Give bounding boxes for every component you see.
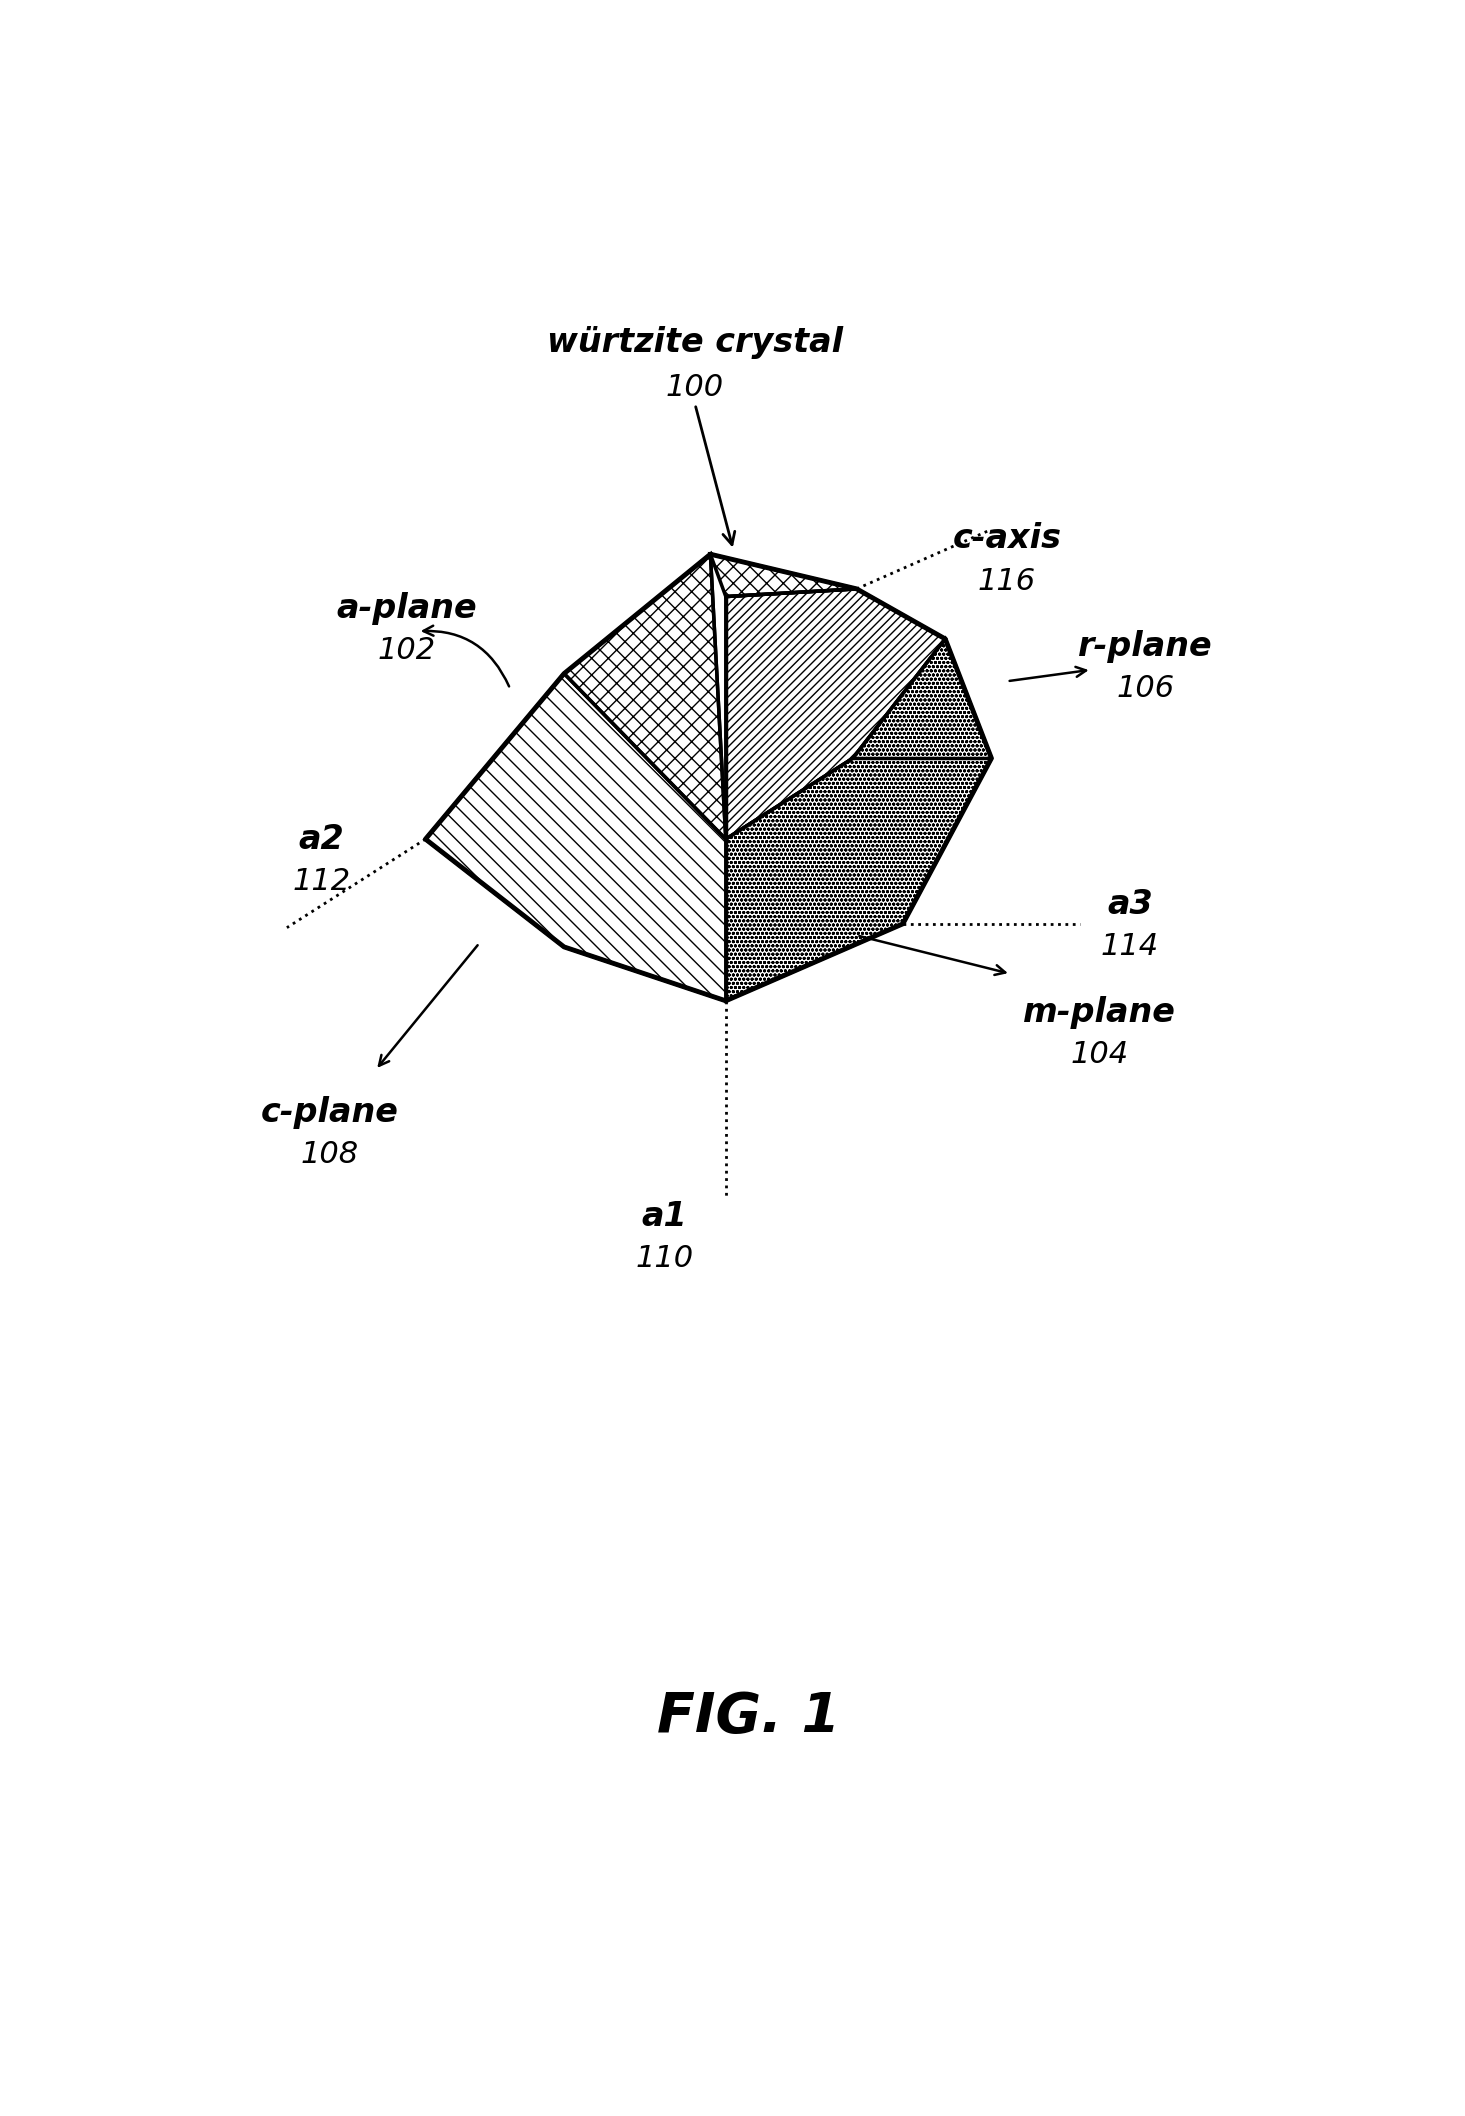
- Text: a1: a1: [642, 1200, 687, 1234]
- Text: 108: 108: [300, 1141, 359, 1170]
- Text: 116: 116: [977, 567, 1036, 597]
- Polygon shape: [425, 673, 725, 1001]
- Text: a2: a2: [299, 823, 344, 855]
- Text: FIG. 1: FIG. 1: [658, 1691, 841, 1744]
- Text: c-plane: c-plane: [261, 1096, 398, 1130]
- Polygon shape: [725, 588, 945, 840]
- Text: m-plane: m-plane: [1023, 997, 1176, 1028]
- Text: 114: 114: [1102, 933, 1159, 961]
- Polygon shape: [725, 639, 992, 1001]
- Polygon shape: [425, 554, 725, 1001]
- Text: 104: 104: [1069, 1041, 1128, 1069]
- Text: 106: 106: [1116, 675, 1175, 703]
- Text: a-plane: a-plane: [335, 592, 476, 624]
- Text: c-axis: c-axis: [952, 523, 1061, 554]
- Text: 112: 112: [293, 868, 350, 895]
- Text: r-plane: r-plane: [1078, 631, 1213, 662]
- Polygon shape: [711, 554, 857, 597]
- Text: würtzite crystal: würtzite crystal: [546, 326, 842, 360]
- Text: 110: 110: [636, 1244, 693, 1274]
- Text: 100: 100: [667, 372, 724, 402]
- Text: a3: a3: [1108, 889, 1153, 920]
- Text: 102: 102: [377, 637, 435, 664]
